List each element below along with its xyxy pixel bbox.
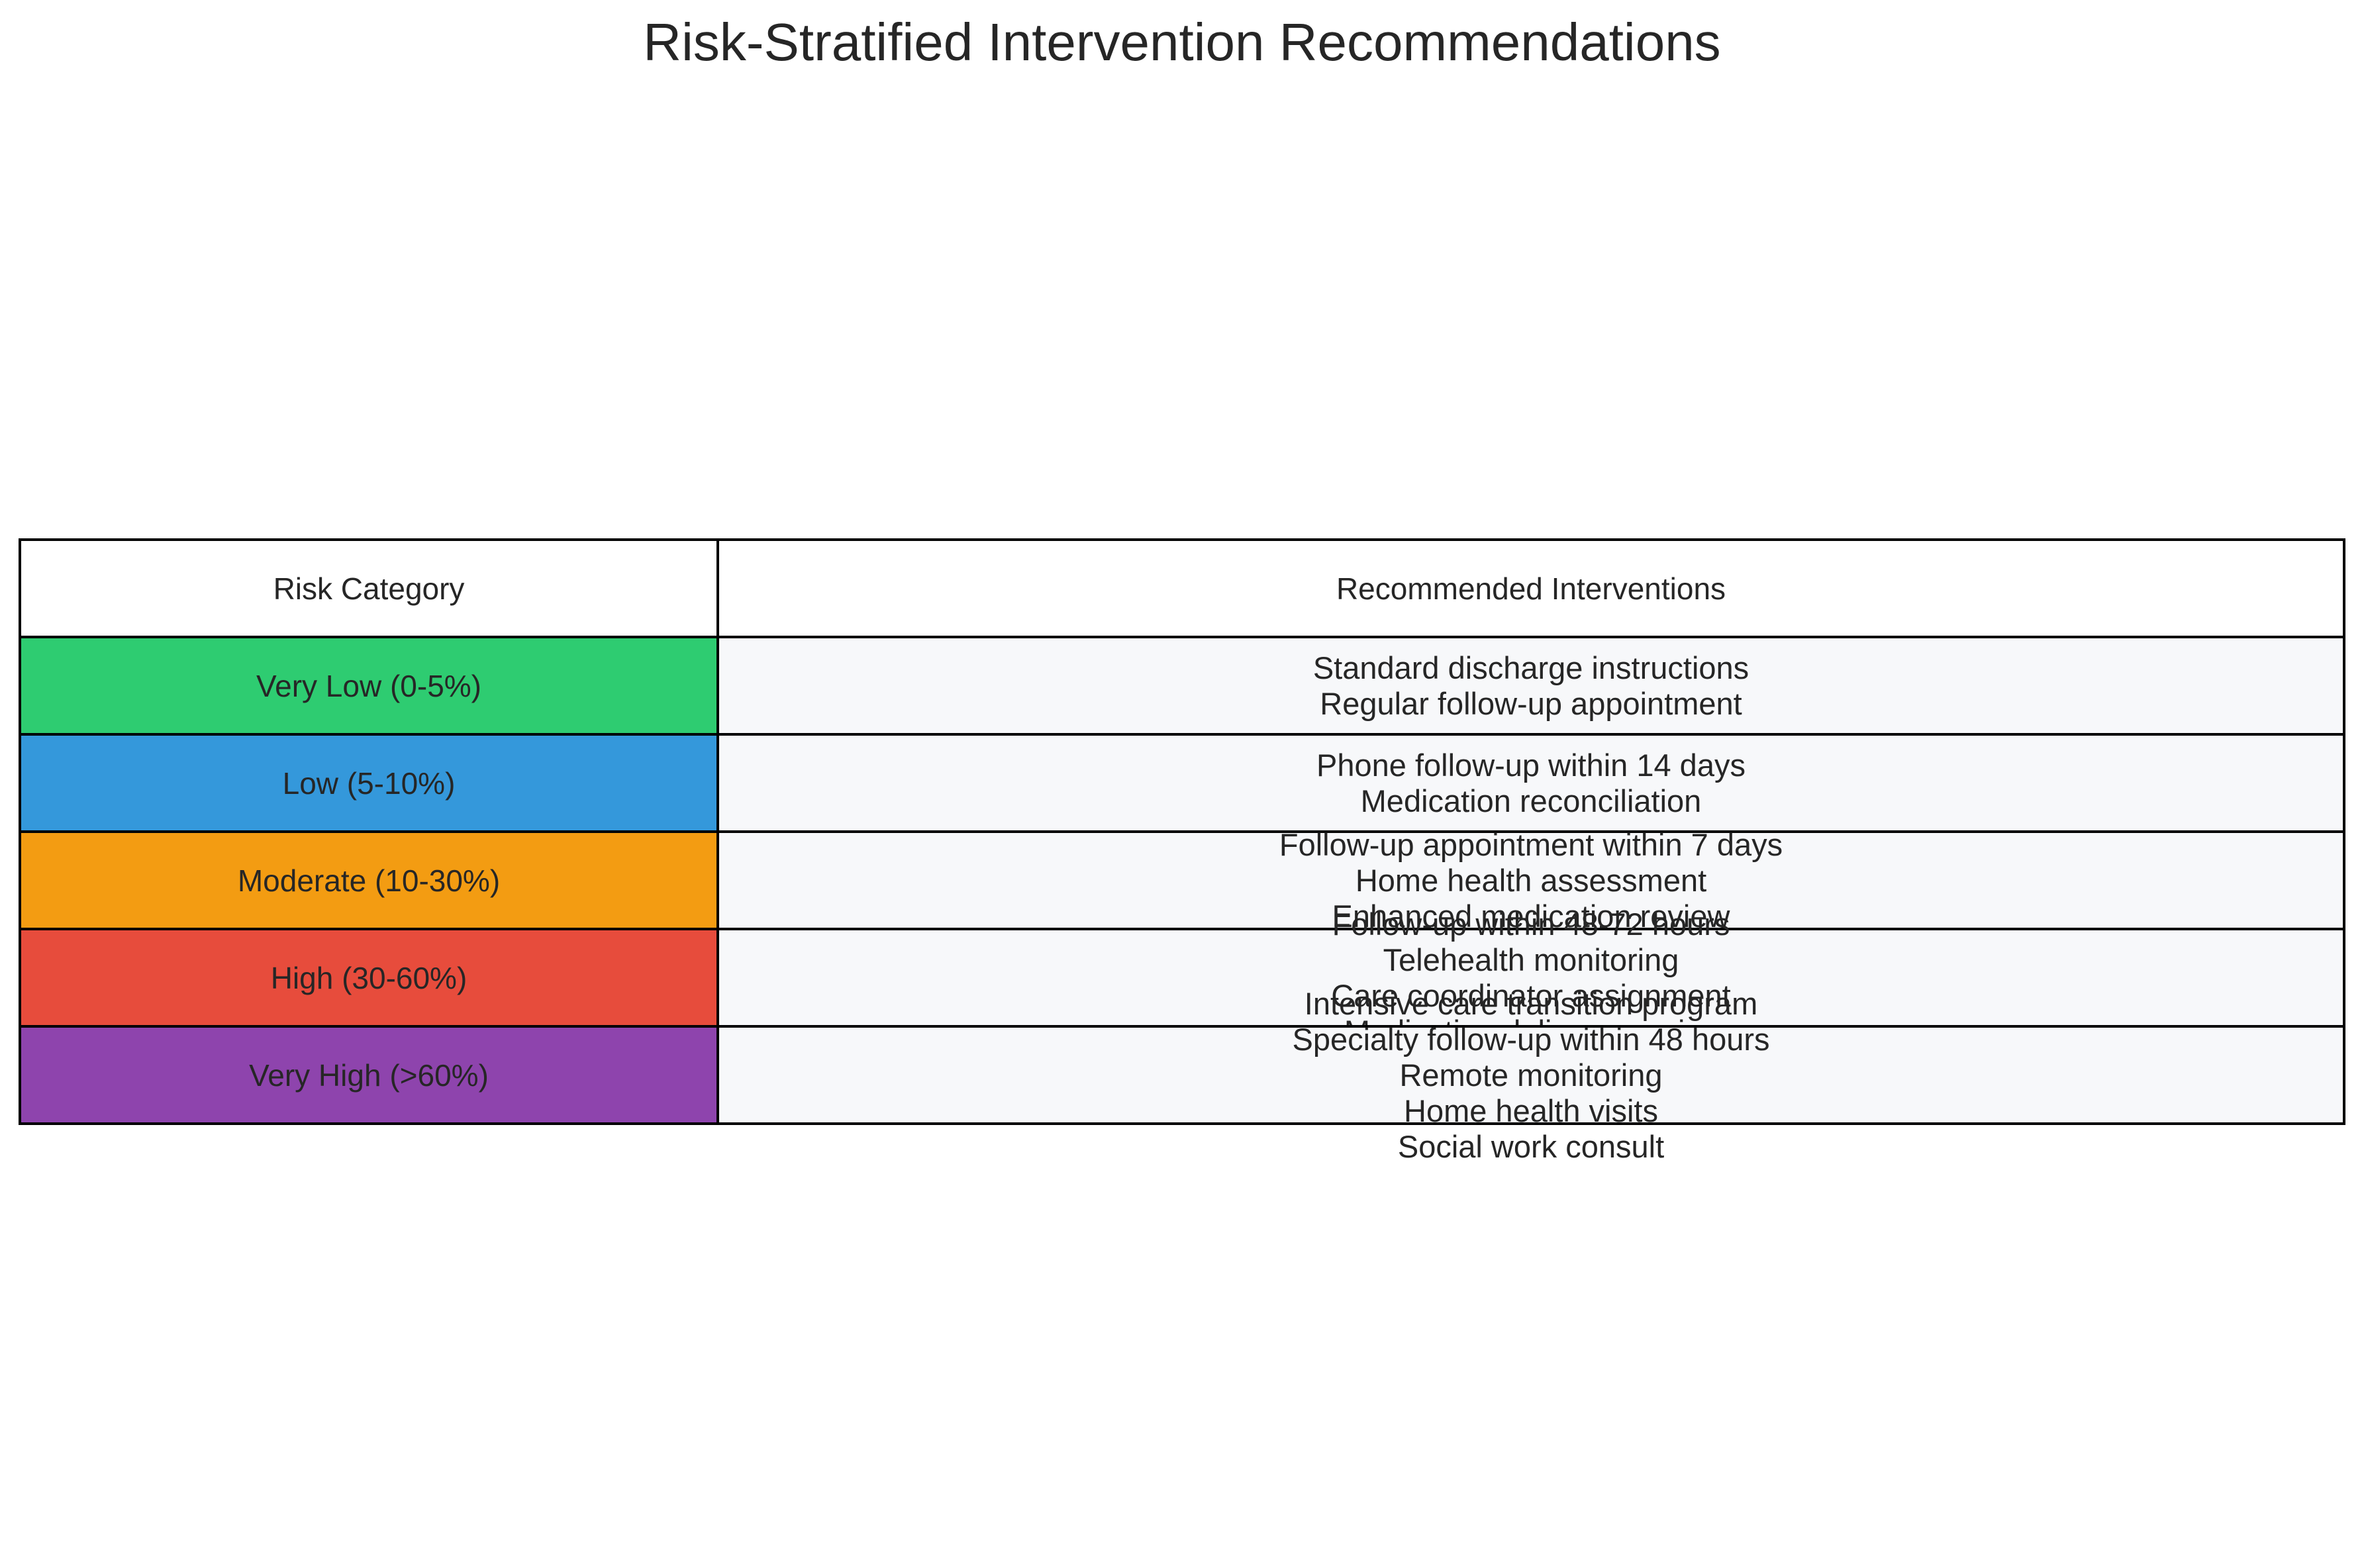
risk-category-label: Very Low (0-5%) [256, 668, 481, 703]
risk-category-cell: High (30-60%) [19, 928, 719, 1028]
interventions-cell: Follow-up appointment within 7 days Home … [716, 827, 2345, 934]
intervention-item: Standard discharge instructions [1312, 650, 1749, 685]
intervention-item: Enhanced medication review [1332, 898, 1730, 934]
intervention-item: Intensive care transition program [1304, 985, 1758, 1021]
intervention-item: Telehealth monitoring [1383, 942, 1679, 977]
intervention-item: Care coordinator assignment [1331, 977, 1731, 1013]
intervention-item: Phone follow-up within 14 days [1316, 747, 1746, 783]
interventions-list: Follow-up appointment within 7 days Home … [719, 827, 2343, 934]
risk-category-label: High (30-60%) [270, 960, 468, 995]
header-label-risk-category: Risk Category [273, 571, 465, 606]
risk-category-label: Very High (>60%) [249, 1057, 489, 1093]
interventions-cell: Intensive care transition program Special… [716, 986, 2345, 1164]
header-cell-recommended-interventions: Recommended Interventions [716, 538, 2345, 638]
risk-category-cell: Low (5-10%) [19, 733, 719, 833]
interventions-list: Standard discharge instructions Regular f… [719, 650, 2343, 722]
interventions-cell: Standard discharge instructions Regular f… [716, 636, 2345, 736]
intervention-item: Follow-up appointment within 7 days [1279, 826, 1783, 862]
intervention-item: Specialty follow-up within 48 hours [1292, 1021, 1770, 1057]
header-cell-risk-category: Risk Category [19, 538, 719, 638]
intervention-item: Home health assessment [1355, 862, 1707, 898]
chart-title: Risk-Stratified Intervention Recommendat… [643, 13, 1721, 72]
intervention-item: Home health visits [1404, 1093, 1658, 1128]
interventions-list: Phone follow-up within 14 days Medication… [719, 748, 2343, 819]
intervention-item: Follow-up within 48-72 hours [1332, 906, 1730, 942]
risk-category-label: Low (5-10%) [282, 765, 456, 801]
risk-category-cell: Moderate (10-30%) [19, 830, 719, 930]
intervention-item: Regular follow-up appointment [1320, 685, 1742, 721]
risk-category-cell: Very Low (0-5%) [19, 636, 719, 736]
risk-category-label: Moderate (10-30%) [237, 863, 501, 898]
intervention-item: Social work consult [1397, 1128, 1665, 1164]
interventions-cell: Phone follow-up within 14 days Medication… [716, 733, 2345, 833]
risk-category-cell: Very High (>60%) [19, 1025, 719, 1125]
intervention-item: Remote monitoring [1399, 1057, 1663, 1093]
interventions-list: Intensive care transition program Special… [719, 986, 2343, 1165]
intervention-item: Medication reconciliation [1360, 783, 1702, 818]
header-label-recommended-interventions: Recommended Interventions [1336, 571, 1726, 606]
